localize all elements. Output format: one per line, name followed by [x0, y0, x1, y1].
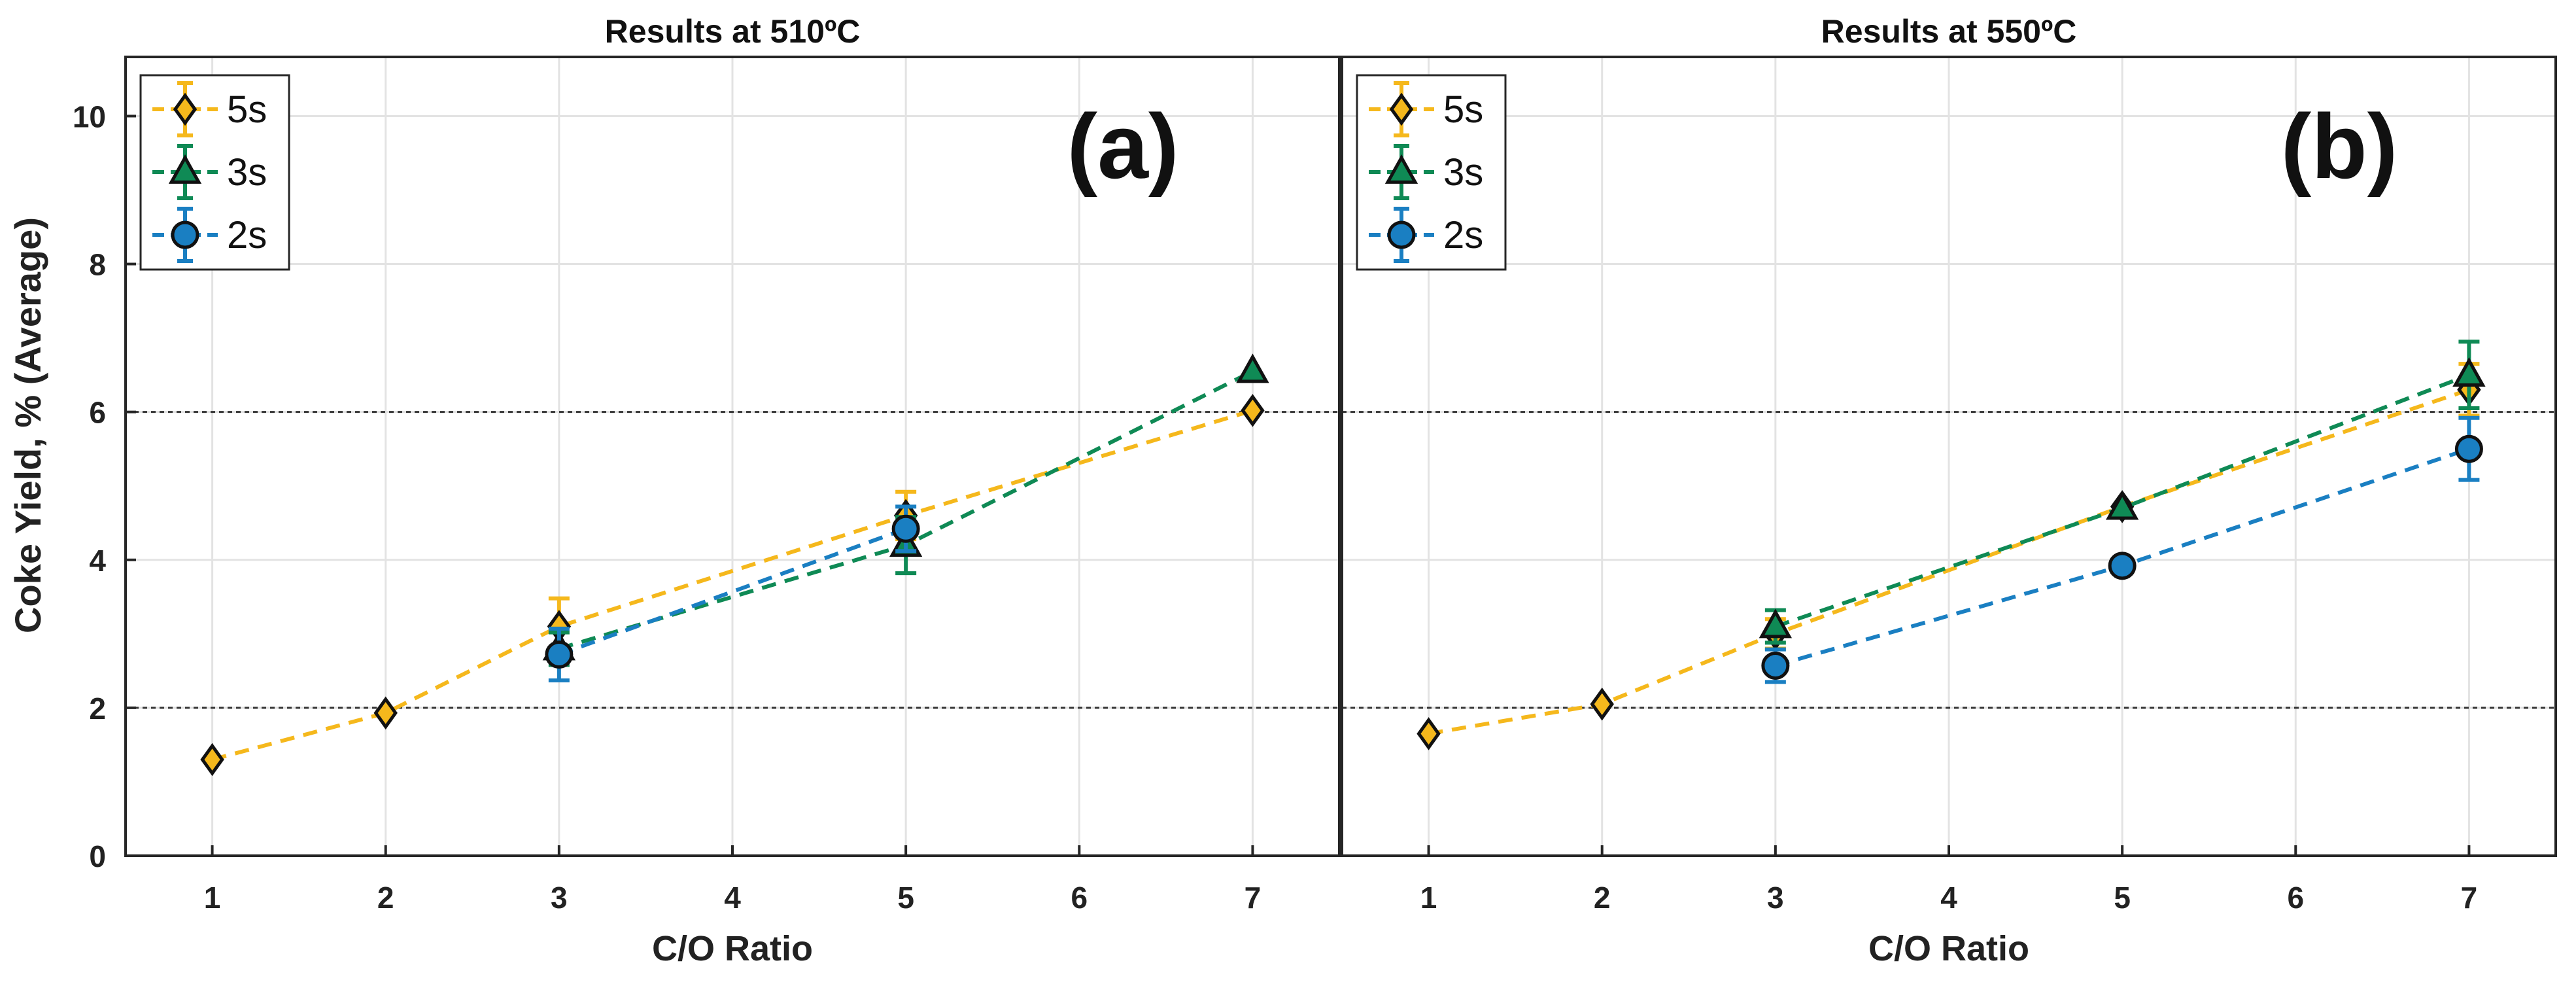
panel-title: Results at 510ºC	[605, 13, 861, 50]
data-point-2s	[545, 640, 574, 669]
panel-title: Results at 550ºC	[1821, 13, 2077, 50]
data-point-2s	[891, 514, 920, 543]
data-point-3s	[2452, 357, 2486, 387]
data-point-3s	[1759, 608, 1793, 639]
legend-marker	[1384, 154, 1418, 184]
panel-label: (a)	[1067, 95, 1178, 198]
legend-marker	[1389, 92, 1414, 126]
panel-label: (b)	[2281, 95, 2398, 198]
series-line-5s	[211, 408, 1254, 762]
data-point-5s	[200, 743, 224, 777]
x-axis-label: C/O Ratio	[1868, 929, 2029, 968]
y-tick-label: 6	[89, 396, 106, 430]
x-tick-label: 6	[1071, 881, 1088, 915]
x-tick-label: 1	[204, 881, 221, 915]
legend-label: 5s	[227, 88, 267, 131]
x-tick-label: 5	[897, 881, 914, 915]
data-point-5s	[1590, 687, 1614, 721]
series-line-2s	[558, 527, 907, 657]
x-tick-label: 6	[2287, 881, 2304, 915]
x-tick-label: 5	[2114, 881, 2131, 915]
y-tick-label: 0	[89, 839, 106, 873]
x-tick-label: 4	[1940, 881, 1957, 915]
legend-entry-2s: 2s	[1369, 207, 1483, 263]
legend-entry-3s: 3s	[152, 144, 267, 200]
data-point-5s	[1241, 394, 1265, 427]
data-point-2s	[2108, 552, 2137, 580]
series-3s	[1759, 340, 2486, 645]
legend-label: 5s	[1443, 88, 1483, 131]
data-point-3s	[1236, 353, 1269, 383]
x-tick-label: 2	[1594, 881, 1611, 915]
data-point-2s	[1761, 651, 1790, 680]
series-2s	[545, 504, 920, 683]
legend-marker	[1387, 220, 1416, 249]
y-tick-label: 4	[89, 544, 106, 578]
legend-marker	[173, 92, 197, 126]
legend-label: 3s	[1443, 151, 1483, 194]
panel-a: 1 2 3 4 5 6 7 0 2 4 6 8 10 Results at 510ºC C/O Ratio (…	[73, 13, 1341, 968]
panel-b: 1 2 3 4 5 6 7 Results at 550ºC C/O Ratio (b) 5s 3s 2…	[1341, 13, 2557, 968]
y-tick-label: 2	[89, 692, 106, 726]
legend-entry-5s: 5s	[152, 81, 267, 137]
x-tick-label: 3	[551, 881, 568, 915]
x-axis-label: C/O Ratio	[652, 929, 813, 968]
y-tick-label: 8	[89, 248, 106, 282]
series-2s	[1761, 415, 2483, 684]
legend-marker	[171, 220, 199, 249]
x-tick-label: 3	[1767, 881, 1784, 915]
data-point-5s	[373, 696, 398, 730]
x-tick-label: 7	[2461, 881, 2478, 915]
y-axis-label: Coke Yield, % (Average)	[7, 217, 48, 633]
data-point-3s	[2105, 490, 2139, 520]
x-tick-label: 1	[1420, 881, 1437, 915]
legend-label: 2s	[227, 214, 267, 256]
legend-entry-3s: 3s	[1369, 144, 1483, 200]
data-point-2s	[2454, 434, 2483, 463]
x-tick-label: 2	[377, 881, 394, 915]
legend-label: 2s	[1443, 214, 1483, 256]
legend-marker	[168, 154, 202, 184]
legend: 5s 3s 2s	[1356, 74, 1507, 271]
y-tick-label: 10	[73, 99, 106, 133]
x-tick-label: 4	[724, 881, 741, 915]
legend: 5s 3s 2s	[139, 74, 290, 271]
x-tick-label: 7	[1245, 881, 1262, 915]
legend-entry-5s: 5s	[1369, 81, 1483, 137]
legend-label: 3s	[227, 151, 267, 194]
legend-entry-2s: 2s	[152, 207, 267, 263]
data-point-5s	[1417, 717, 1441, 750]
